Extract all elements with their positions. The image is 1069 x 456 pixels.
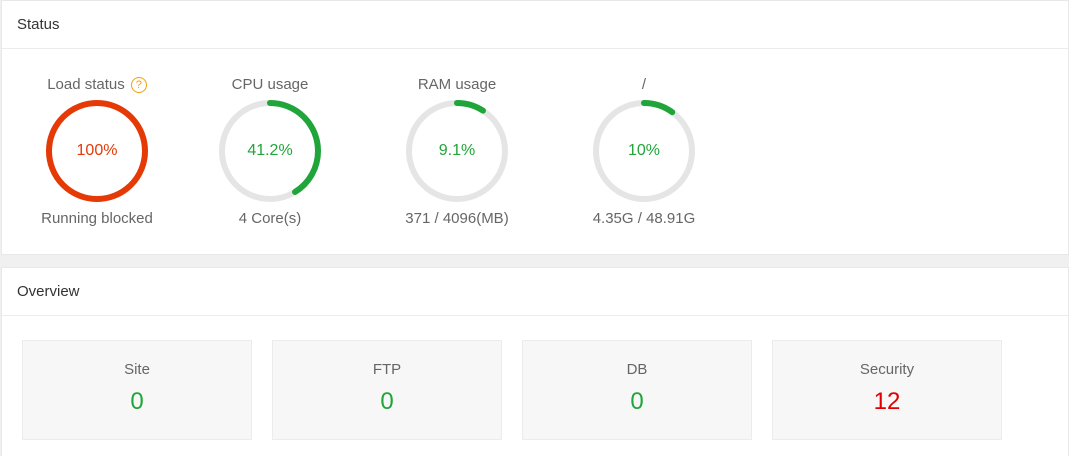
card-label: Security xyxy=(859,361,915,378)
gauge-detail: 371 / 4096(MB) xyxy=(405,210,509,227)
gauge-title: Load status? xyxy=(12,76,182,94)
overview-panel: Overview Site 0 FTP 0 DB 0 Security 12 xyxy=(1,267,1069,456)
cpu-usage-ring xyxy=(219,100,321,202)
load-status-ring xyxy=(46,100,148,202)
overview-card-security[interactable]: Security 12 xyxy=(772,340,1002,440)
disk-usage-ring xyxy=(593,100,695,202)
gauge-title: / xyxy=(641,76,647,93)
card-label: DB xyxy=(626,361,648,378)
status-header: Status xyxy=(2,1,1068,49)
help-icon[interactable]: ? xyxy=(130,77,147,93)
card-value: 0 xyxy=(380,388,394,415)
gauge-title: CPU usage xyxy=(231,76,309,93)
gauge-load-status[interactable]: Load status? 100% Running blocked xyxy=(12,49,182,255)
overview-card-db[interactable]: DB 0 xyxy=(522,340,752,440)
gauge-ram-usage[interactable]: RAM usage 9.1% 371 / 4096(MB) xyxy=(372,49,542,255)
gauge-disk-usage[interactable]: / 10% 4.35G / 48.91G xyxy=(559,49,729,255)
ram-usage-ring xyxy=(406,100,508,202)
gauge-value: 10% xyxy=(627,142,661,159)
gauge-detail: Running blocked xyxy=(41,210,153,227)
gauge-cpu-usage[interactable]: CPU usage 41.2% 4 Core(s) xyxy=(185,49,355,255)
status-panel: Status Load status? 100% Running blocked… xyxy=(1,0,1069,255)
gauge-arc xyxy=(406,100,508,202)
gauge-arc xyxy=(46,100,148,202)
card-label: Site xyxy=(124,361,150,378)
gauge-arc xyxy=(593,100,695,202)
gauge-value: 41.2% xyxy=(247,142,293,159)
gauge-detail: 4 Core(s) xyxy=(238,210,302,227)
gauge-value: 9.1% xyxy=(438,142,476,159)
gauge-value: 100% xyxy=(76,142,118,159)
overview-card-ftp[interactable]: FTP 0 xyxy=(272,340,502,440)
card-value: 0 xyxy=(130,388,144,415)
gauge-title: RAM usage xyxy=(417,76,497,93)
gauge-arc xyxy=(219,100,321,202)
overview-card-site[interactable]: Site 0 xyxy=(22,340,252,440)
card-value: 0 xyxy=(630,388,644,415)
overview-header: Overview xyxy=(2,268,1068,316)
gauge-detail: 4.35G / 48.91G xyxy=(592,210,696,227)
card-value: 12 xyxy=(873,388,901,415)
card-label: FTP xyxy=(372,361,402,378)
